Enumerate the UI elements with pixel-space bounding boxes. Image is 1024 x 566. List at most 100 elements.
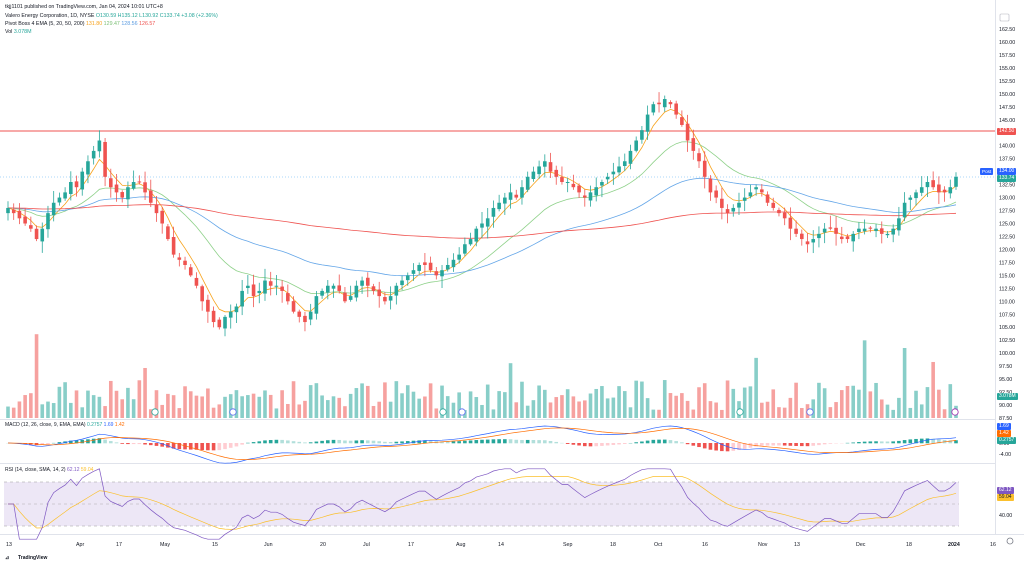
candle-body: [411, 270, 416, 274]
volume-bar: [291, 381, 296, 418]
price-tick-label: 110.00: [999, 299, 1015, 305]
candle-body: [862, 228, 867, 232]
candle-body: [291, 301, 296, 312]
macd-hist-bar: [206, 443, 210, 451]
volume-bar: [394, 381, 399, 418]
ema-5-line: [7, 108, 957, 313]
volume-bar: [605, 398, 610, 418]
volume-bar: [485, 384, 490, 418]
macd-hist-bar: [388, 442, 393, 444]
candle-body: [520, 187, 524, 198]
candle-body: [845, 236, 850, 240]
candle-body: [954, 176, 958, 187]
volume-bar: [777, 407, 781, 418]
horizontal-line-tag[interactable]: 142.50: [997, 128, 1017, 135]
candle-body: [525, 176, 530, 190]
earnings-marker[interactable]: [736, 408, 744, 416]
volume-bar: [86, 390, 90, 418]
macd-name[interactable]: MACD (12, 26, close, 9, EMA, EMA): [5, 422, 86, 428]
currency-icon[interactable]: [999, 13, 1010, 22]
volume-bar: [246, 395, 250, 418]
volume-bar: [554, 397, 559, 418]
volume-bar: [914, 390, 918, 418]
candle-body: [263, 280, 267, 294]
indicator-name[interactable]: Pivot Boss 4 EMA (5, 20, 50, 200): [5, 21, 85, 27]
volume-bar: [497, 391, 501, 418]
volume-bar: [348, 393, 353, 418]
price-tick-label: 112.50: [999, 286, 1015, 292]
candle-body: [662, 99, 667, 108]
macd-hist-bar: [548, 441, 553, 444]
symbol-title: Valero Energy Corporation, 1D, NYSE O130…: [5, 13, 218, 20]
ema20-value: 129.47: [103, 21, 120, 27]
macd-hist-bar: [280, 439, 284, 444]
volume-bar: [303, 400, 307, 418]
macd-hist-bar: [674, 441, 678, 444]
macd-hist-bar: [423, 440, 427, 444]
candle-body: [114, 184, 119, 193]
tradingview-logo[interactable]: TradingView: [18, 555, 48, 561]
rsi-name[interactable]: RSI (14, close, SMA, 14, 2): [5, 467, 66, 473]
candle-body: [651, 104, 656, 113]
candle-body: [868, 227, 873, 229]
dividend-marker[interactable]: [458, 408, 466, 416]
volume-bar: [468, 391, 473, 418]
candle-body: [577, 185, 581, 193]
macd-hist-bar: [228, 443, 233, 448]
volume-bar: [674, 395, 678, 418]
candle-body: [51, 202, 56, 216]
macd-hist-bar: [954, 440, 958, 444]
volume-bar: [74, 390, 79, 418]
volume-bar: [828, 407, 833, 418]
volume-bar: [17, 401, 22, 418]
volume-bar: [885, 404, 890, 418]
time-tick-label: 20: [320, 542, 326, 548]
macd-hist-bar: [731, 443, 736, 451]
volume-bar: [588, 393, 593, 418]
candle-body: [822, 228, 827, 233]
macd-hist-bar: [131, 443, 136, 445]
macd-hist-bar: [291, 441, 296, 444]
earnings-marker[interactable]: [439, 408, 447, 416]
candle-body: [645, 114, 650, 132]
macd-hist-bar: [183, 443, 187, 450]
volume-bar: [29, 393, 33, 418]
volume-bar: [771, 389, 776, 418]
candle-body: [223, 316, 227, 329]
candle-body: [228, 311, 233, 318]
volume-bar: [622, 391, 627, 418]
volume-bar: [57, 386, 62, 418]
candle-body: [337, 285, 342, 291]
macd-hist-bar: [805, 443, 810, 447]
macd-hist-bar: [605, 443, 610, 446]
volume-bar: [171, 395, 176, 418]
time-tick-label: 13: [6, 542, 12, 548]
macd-hist-bar: [40, 443, 45, 446]
macd-hist-bar: [365, 440, 370, 444]
volume-bar: [46, 401, 50, 418]
settings-icon[interactable]: [1006, 537, 1014, 545]
macd-hist-bar: [914, 438, 918, 444]
price-axis[interactable]: 162.50 160.00 157.50 155.00 152.50 150.00 147.…: [999, 27, 1015, 519]
candle-body: [320, 290, 324, 296]
event-marker[interactable]: [951, 408, 959, 416]
dividend-marker[interactable]: [806, 408, 814, 416]
macd-hist-bar: [114, 442, 119, 444]
volume-bar: [108, 380, 113, 418]
candle-body: [308, 311, 313, 320]
volume-bar: [114, 390, 119, 418]
volume-bar: [857, 389, 861, 418]
volume-bar: [451, 402, 456, 418]
candle-body: [23, 216, 27, 224]
time-axis[interactable]: 13 Apr 17 May 15 Jun 20 Jul 17 Aug 14 Sep 18 Oct 16 Nov…: [6, 542, 996, 548]
time-tick-label: May: [160, 542, 170, 548]
vol-name[interactable]: Vol: [5, 29, 13, 35]
earnings-marker[interactable]: [151, 408, 159, 416]
candle-body: [108, 178, 113, 188]
price-tick-label: 105.00: [999, 325, 1015, 331]
macd-hist-bar: [211, 443, 216, 451]
macd-hist-bar: [354, 440, 359, 444]
dividend-marker[interactable]: [229, 408, 237, 416]
macd-hist-bar: [383, 441, 387, 444]
